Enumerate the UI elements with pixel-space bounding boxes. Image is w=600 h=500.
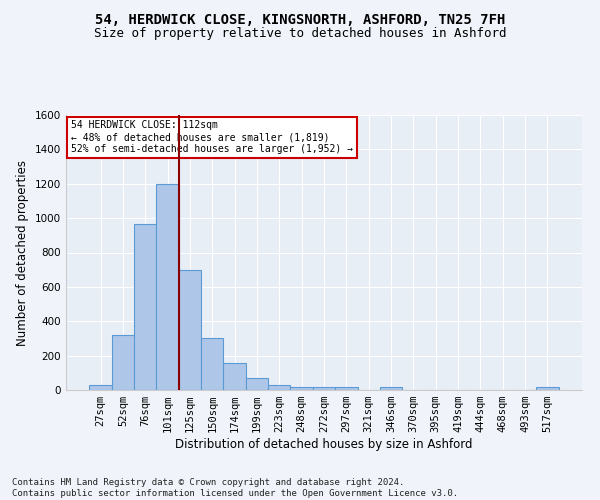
Bar	[335, 388, 358, 390]
Bar	[290, 386, 313, 390]
Bar	[201, 338, 223, 390]
Bar	[268, 385, 290, 390]
Text: 54, HERDWICK CLOSE, KINGSNORTH, ASHFORD, TN25 7FH: 54, HERDWICK CLOSE, KINGSNORTH, ASHFORD,…	[95, 12, 505, 26]
Bar	[536, 388, 559, 390]
Bar	[157, 184, 179, 390]
Bar	[223, 364, 246, 390]
Text: Size of property relative to detached houses in Ashford: Size of property relative to detached ho…	[94, 28, 506, 40]
Bar	[313, 388, 335, 390]
Text: 54 HERDWICK CLOSE: 112sqm
← 48% of detached houses are smaller (1,819)
52% of se: 54 HERDWICK CLOSE: 112sqm ← 48% of detac…	[71, 120, 353, 154]
Text: Contains HM Land Registry data © Crown copyright and database right 2024.
Contai: Contains HM Land Registry data © Crown c…	[12, 478, 458, 498]
Bar	[246, 378, 268, 390]
X-axis label: Distribution of detached houses by size in Ashford: Distribution of detached houses by size …	[175, 438, 473, 451]
Bar	[134, 224, 157, 390]
Bar	[380, 388, 402, 390]
Y-axis label: Number of detached properties: Number of detached properties	[16, 160, 29, 346]
Bar	[112, 335, 134, 390]
Bar	[89, 385, 112, 390]
Bar	[179, 270, 201, 390]
